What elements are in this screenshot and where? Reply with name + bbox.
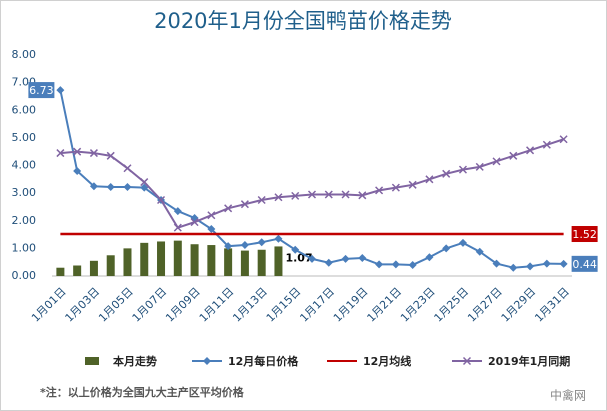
point — [526, 262, 535, 271]
point — [559, 135, 568, 144]
point — [324, 190, 333, 199]
point — [89, 149, 98, 158]
point — [542, 140, 551, 149]
point — [123, 164, 132, 173]
point — [224, 242, 233, 251]
point — [492, 259, 501, 268]
point — [190, 218, 199, 227]
bar — [274, 246, 283, 276]
legend-label: 12月每日价格 — [228, 354, 299, 368]
point — [442, 169, 451, 178]
point — [358, 254, 367, 263]
point — [509, 151, 518, 160]
point — [140, 178, 149, 187]
point — [408, 260, 417, 269]
point — [173, 223, 182, 232]
point — [475, 162, 484, 171]
point — [106, 151, 115, 160]
point — [308, 254, 316, 263]
legend-label: 2019年1月同期 — [488, 354, 570, 368]
point — [240, 241, 249, 250]
bar — [89, 260, 98, 276]
bar — [106, 255, 115, 276]
point — [492, 157, 501, 166]
point — [391, 260, 400, 269]
bar — [224, 248, 233, 276]
chart-title: 2020年1月份全国鸭苗价格走势 — [154, 9, 452, 33]
value-label: 1.52 — [572, 228, 597, 241]
point — [257, 238, 266, 247]
point — [475, 247, 484, 256]
point — [73, 147, 82, 156]
point — [341, 190, 350, 199]
point — [257, 196, 266, 205]
legend-marker — [203, 357, 211, 365]
point — [123, 183, 132, 192]
point — [291, 245, 300, 254]
point — [291, 191, 300, 200]
point — [509, 263, 518, 272]
point — [73, 167, 82, 176]
point — [89, 182, 98, 191]
legend-label: 本月走势 — [113, 354, 157, 368]
point — [341, 254, 350, 263]
legend-swatch — [85, 357, 99, 365]
point — [559, 259, 568, 268]
bar — [157, 241, 166, 276]
bar — [123, 248, 132, 276]
y-tick-label: 3.00 — [12, 186, 37, 199]
bar — [207, 245, 216, 276]
point — [391, 183, 400, 192]
bar — [56, 267, 65, 276]
y-tick-label: 5.00 — [12, 131, 37, 144]
y-tick-label: 4.00 — [12, 159, 37, 172]
point — [207, 211, 216, 220]
point — [458, 165, 467, 174]
point — [274, 234, 283, 243]
point — [106, 183, 115, 192]
bar — [73, 265, 82, 276]
point — [458, 238, 467, 247]
value-label-box — [28, 82, 55, 99]
point — [240, 200, 249, 209]
y-tick-label: 1.00 — [12, 241, 37, 254]
point — [442, 244, 451, 253]
point — [224, 204, 233, 213]
point — [56, 86, 65, 95]
bar — [190, 244, 199, 276]
point — [56, 149, 65, 158]
value-label-box — [571, 255, 598, 272]
value-label: 0.44 — [572, 258, 597, 271]
point — [425, 175, 434, 184]
point — [274, 193, 283, 202]
y-tick-label: 2.00 — [12, 214, 37, 227]
bar — [257, 249, 266, 276]
point — [375, 260, 384, 269]
point — [526, 146, 535, 155]
point — [542, 259, 551, 268]
value-label: 6.73 — [29, 84, 54, 97]
point — [207, 225, 216, 234]
bar — [140, 242, 149, 276]
point — [307, 190, 317, 199]
y-tick-label: 0.00 — [12, 269, 37, 282]
point — [408, 180, 417, 189]
y-tick-label: 6.00 — [12, 103, 37, 116]
point — [324, 258, 333, 267]
point — [375, 186, 384, 195]
legend-label: 12月均线 — [363, 354, 411, 368]
point — [358, 191, 367, 200]
point — [425, 253, 434, 262]
point — [157, 196, 166, 205]
bar — [240, 250, 249, 276]
legend-marker — [462, 356, 472, 366]
point — [173, 207, 182, 216]
footnote: *注：以上价格为全国九大主产区平均价格 — [40, 385, 245, 399]
value-label-box — [571, 226, 598, 243]
bar — [173, 240, 182, 276]
watermark: 中禽网 — [550, 388, 586, 403]
y-tick-label: 8.00 — [12, 48, 37, 61]
